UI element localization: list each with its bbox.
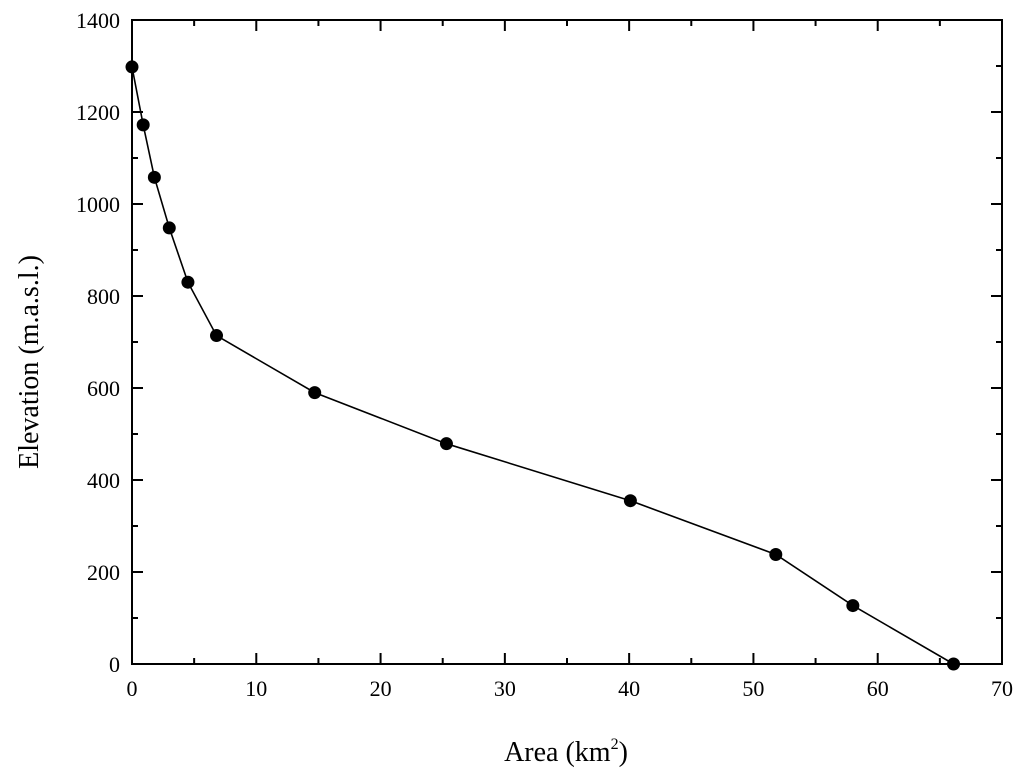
plot-frame bbox=[131, 19, 1003, 665]
series-polyline bbox=[131, 66, 954, 665]
series-line bbox=[131, 66, 954, 665]
data-point bbox=[439, 437, 453, 451]
x-tick-label: 10 bbox=[245, 676, 267, 701]
axis-ticks bbox=[131, 19, 1003, 665]
y-tick-label: 1000 bbox=[76, 192, 120, 217]
data-point bbox=[162, 221, 176, 235]
x-tick-label: 60 bbox=[867, 676, 889, 701]
data-point bbox=[623, 494, 637, 508]
data-point bbox=[181, 275, 195, 289]
x-tick-label: 0 bbox=[127, 676, 138, 701]
y-tick-label: 0 bbox=[109, 652, 120, 677]
tick-labels: 0 10 20 30 40 50 60 70 0 200 400 600 800 1000 1200 1400 bbox=[76, 8, 1013, 701]
data-point bbox=[210, 329, 224, 343]
y-tick-label: 1200 bbox=[76, 100, 120, 125]
y-tick-label: 200 bbox=[87, 560, 120, 585]
x-tick-label: 50 bbox=[742, 676, 764, 701]
y-axis-title: Elevation (m.a.s.l.) bbox=[14, 255, 45, 469]
data-point bbox=[136, 118, 150, 132]
y-tick-label: 600 bbox=[87, 376, 120, 401]
x-axis-title: Area (km2) bbox=[504, 736, 628, 768]
data-point bbox=[769, 548, 783, 562]
x-tick-label: 70 bbox=[991, 676, 1013, 701]
x-tick-label: 40 bbox=[618, 676, 640, 701]
x-tick-label: 20 bbox=[370, 676, 392, 701]
x-tick-label: 30 bbox=[494, 676, 516, 701]
y-tick-label: 400 bbox=[87, 468, 120, 493]
y-tick-label: 1400 bbox=[76, 8, 120, 33]
data-point bbox=[308, 386, 322, 400]
data-point bbox=[846, 599, 860, 613]
data-points bbox=[125, 60, 961, 671]
data-point bbox=[147, 170, 161, 184]
y-tick-label: 800 bbox=[87, 284, 120, 309]
